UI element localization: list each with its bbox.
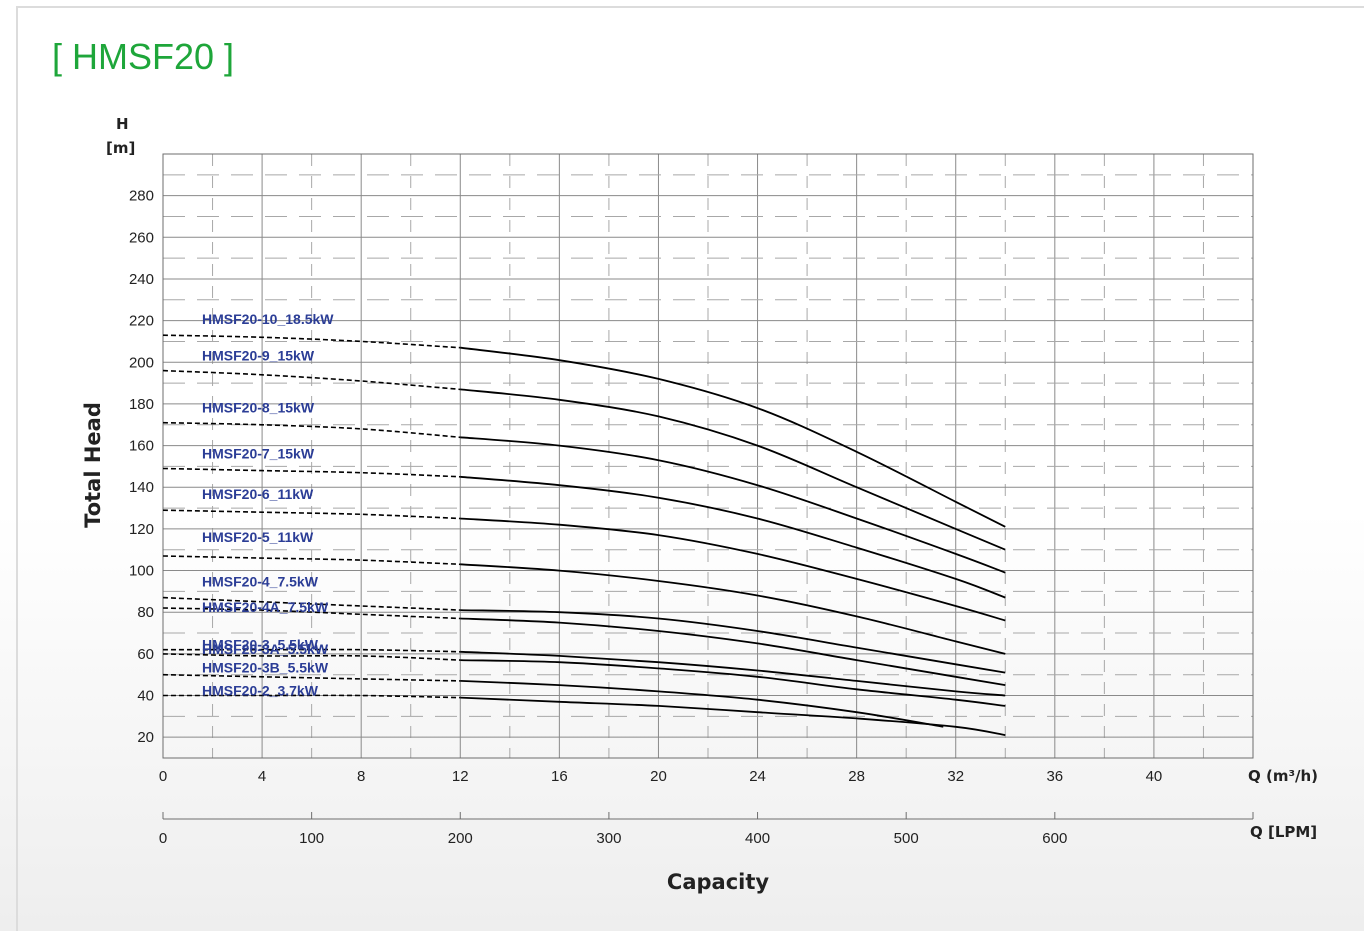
- series-line-dashed: [162, 509, 461, 520]
- lpm-tick-label: 100: [299, 830, 324, 847]
- y-tick-label: 280: [129, 188, 154, 205]
- x-tick-label: 40: [1146, 768, 1163, 785]
- x-tick-label: 36: [1046, 768, 1063, 785]
- y-tick-label: 100: [129, 563, 154, 580]
- x-tick-label: 32: [947, 768, 964, 785]
- x-unit-primary: Q (m³/h): [1248, 767, 1318, 785]
- series-line: [460, 436, 1006, 574]
- series-line: [460, 696, 1006, 736]
- x-tick-label: 20: [650, 768, 667, 785]
- series-line: [460, 346, 1006, 528]
- series-label: HMSF20-3A_5.5kW: [202, 641, 329, 657]
- y-unit-letter: H: [116, 115, 129, 133]
- series-label: HMSF20-7_15kW: [202, 445, 315, 461]
- x-unit-secondary: Q [LPM]: [1250, 823, 1317, 841]
- y-tick-label: 20: [137, 729, 154, 746]
- lpm-tick-label: 300: [596, 830, 621, 847]
- y-tick-label: 40: [137, 688, 154, 705]
- series-line: [460, 659, 1006, 707]
- series-line-dashed: [163, 648, 461, 653]
- series-line: [460, 680, 944, 728]
- series-line: [460, 517, 1006, 622]
- chart-frame: [16, 6, 1364, 931]
- grid: [163, 154, 1253, 758]
- y-tick-label: 180: [129, 396, 154, 413]
- series-line: [460, 563, 1006, 655]
- series-line: [460, 475, 1006, 599]
- x-axis-title: Capacity: [667, 870, 769, 894]
- y-tick-label: 140: [129, 479, 154, 496]
- series-line-dashed: [162, 334, 461, 349]
- series-line-dashed: [162, 607, 461, 620]
- series-label: HMSF20-3B_5.5kW: [202, 660, 329, 676]
- series-line-dashed: [162, 673, 461, 682]
- series-labels: HMSF20-10_18.5kW HMSF20-9_15kW HMSF20-8_15…: [202, 311, 334, 698]
- x-tick-labels: 0 4 8 12 16 20 24 28 32 36 40: [159, 768, 1162, 785]
- series-label: HMSF20-9_15kW: [202, 348, 315, 364]
- y-tick-label: 60: [137, 646, 154, 663]
- lpm-tick-label: 400: [745, 830, 770, 847]
- series-line-dashed: [162, 596, 461, 611]
- plot-area-border: [162, 153, 1254, 759]
- series-line-dashed: [162, 555, 461, 566]
- series-label: HMSF20-5_11kW: [202, 529, 314, 545]
- series-line-dashed: [162, 467, 461, 478]
- series-line: [460, 650, 1006, 697]
- x-tick-label: 16: [551, 768, 568, 785]
- series-label: HMSF20-2_3.7kW: [202, 683, 319, 699]
- series-label: HMSF20-4_7.5kW: [202, 574, 319, 590]
- lpm-tick-label: 500: [894, 830, 919, 847]
- series-label: HMSF20-10_18.5kW: [202, 311, 334, 327]
- series-line: [460, 617, 1006, 686]
- series-line-dashed: [163, 694, 461, 699]
- series-line-dashed: [162, 653, 461, 661]
- series-line: [460, 609, 1006, 674]
- y-tick-label: 260: [129, 229, 154, 246]
- x-tick-label: 8: [357, 768, 365, 785]
- y-tick-label: 160: [129, 438, 154, 455]
- y-tick-label: 240: [129, 271, 154, 288]
- lpm-tick-label: 200: [448, 830, 473, 847]
- y-tick-label: 220: [129, 313, 154, 330]
- series-line: [460, 388, 1006, 551]
- series-line-dashed: [162, 369, 461, 391]
- x-tick-label: 4: [258, 768, 266, 785]
- y-tick-label: 200: [129, 354, 154, 371]
- lpm-tick-label: 0: [159, 830, 167, 847]
- x-tick-label: 12: [452, 768, 469, 785]
- lpm-axis: 0 100 200 300 400 500 600: [159, 812, 1254, 847]
- x-tick-label: 0: [159, 768, 167, 785]
- series-label: HMSF20-3_5.5kW: [202, 637, 319, 653]
- lpm-tick-label: 600: [1042, 830, 1067, 847]
- x-tick-label: 28: [848, 768, 865, 785]
- y-tick-label: 120: [129, 521, 154, 538]
- performance-curves: [162, 334, 1006, 736]
- y-tick-labels: 20 40 60 80 100 120 140 160 180 200 220 240 260 280: [129, 188, 154, 747]
- series-label: HMSF20-8_15kW: [202, 400, 315, 416]
- chart-title: [ HMSF20 ]: [52, 36, 234, 77]
- series-label: HMSF20-4A_7.5kW: [202, 599, 329, 615]
- y-tick-label: 80: [137, 604, 154, 621]
- series-line-dashed: [162, 421, 461, 439]
- x-tick-label: 24: [749, 768, 766, 785]
- y-axis-title: Total Head: [81, 402, 105, 528]
- series-label: HMSF20-6_11kW: [202, 486, 314, 502]
- y-unit-label: [m]: [106, 139, 135, 157]
